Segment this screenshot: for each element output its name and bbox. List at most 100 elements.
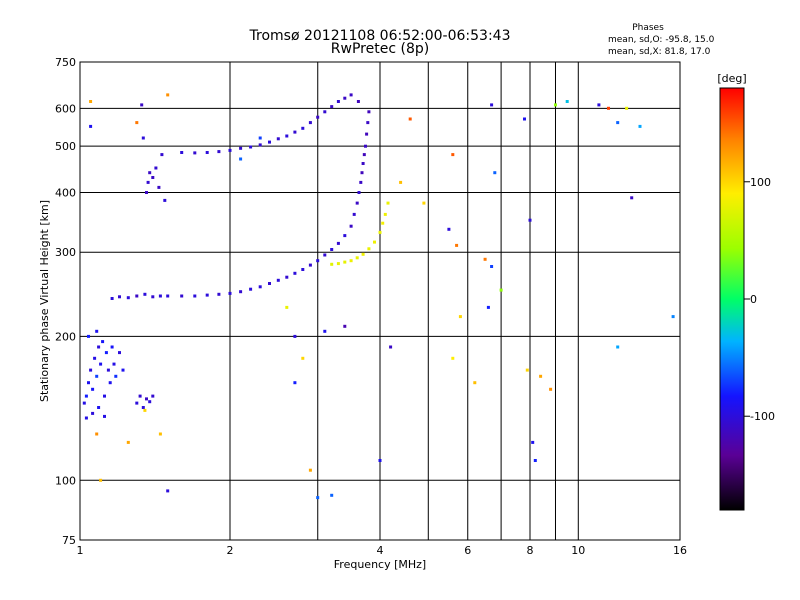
data-point	[360, 171, 364, 175]
data-point	[528, 218, 532, 222]
data-point	[143, 292, 147, 296]
x-tick-label: 4	[377, 544, 384, 557]
data-point	[378, 230, 382, 234]
data-point	[364, 144, 367, 148]
data-point	[180, 151, 184, 154]
y-axis-label: Stationary phase Virtual Height [km]	[38, 200, 51, 402]
data-point	[151, 176, 155, 179]
data-point	[343, 234, 347, 238]
data-point	[389, 345, 393, 349]
data-point	[158, 432, 162, 436]
data-point	[103, 414, 106, 418]
data-point	[166, 93, 170, 97]
data-point	[84, 416, 88, 420]
data-point	[110, 345, 114, 349]
data-point	[301, 356, 305, 360]
data-point	[276, 278, 280, 282]
data-point	[336, 100, 340, 103]
data-point	[373, 240, 376, 244]
data-point	[205, 151, 209, 154]
data-point	[349, 93, 353, 97]
data-point	[285, 134, 289, 138]
x-tick-label: 6	[464, 544, 471, 557]
data-point	[160, 153, 164, 157]
data-point	[367, 247, 371, 251]
data-point	[108, 381, 112, 385]
x-tick-label: 1	[77, 544, 84, 557]
data-point	[630, 196, 634, 200]
data-point	[607, 106, 610, 110]
data-point	[84, 394, 88, 398]
data-point	[625, 106, 629, 110]
y-tick-label: 500	[55, 140, 76, 153]
data-point	[381, 221, 385, 225]
data-point	[362, 153, 366, 157]
data-point	[616, 121, 620, 125]
data-point	[163, 198, 167, 202]
data-point	[145, 397, 148, 401]
data-point	[151, 394, 155, 398]
grid-lines	[79, 61, 681, 541]
data-point	[366, 121, 370, 125]
data-point	[135, 401, 139, 405]
data-point	[349, 224, 353, 228]
data-point	[323, 253, 327, 257]
y-tick-label: 75	[62, 534, 76, 547]
data-point	[141, 406, 145, 409]
data-point	[531, 440, 535, 444]
data-point	[455, 243, 459, 247]
colorbar	[719, 87, 745, 511]
data-point	[525, 368, 529, 372]
data-point	[99, 362, 103, 366]
data-point	[101, 340, 105, 344]
y-tick-label: 100	[55, 474, 76, 487]
data-point	[451, 153, 455, 157]
data-point	[138, 394, 142, 398]
data-point	[549, 387, 553, 391]
data-point	[258, 143, 262, 147]
chart-subtitle: RwPretec (8p)	[331, 41, 429, 57]
data-point	[361, 252, 365, 256]
data-point	[361, 162, 365, 165]
data-point	[308, 121, 312, 125]
data-point	[671, 315, 675, 319]
data-point	[352, 212, 356, 216]
plot-frame	[79, 61, 681, 541]
data-point	[193, 294, 197, 298]
data-points	[82, 93, 675, 500]
data-point	[154, 166, 158, 170]
data-point	[539, 374, 543, 378]
data-point	[140, 103, 144, 107]
data-point	[336, 262, 340, 266]
data-point	[180, 294, 184, 298]
data-point	[151, 295, 155, 299]
data-point	[458, 315, 462, 319]
data-point	[349, 259, 353, 263]
data-point	[166, 294, 170, 298]
x-tick-label: 2	[227, 544, 234, 557]
data-point	[157, 185, 161, 189]
data-point	[293, 271, 297, 275]
data-point	[523, 117, 526, 121]
data-point	[239, 146, 243, 150]
data-point	[308, 468, 312, 472]
data-point	[118, 351, 121, 355]
data-point	[141, 136, 145, 140]
data-point	[148, 400, 152, 404]
data-point	[336, 241, 340, 245]
data-point	[451, 356, 455, 360]
data-point	[249, 287, 253, 291]
data-point	[483, 257, 487, 261]
data-point	[99, 478, 103, 482]
data-point	[89, 368, 93, 372]
data-point	[356, 100, 360, 103]
data-point	[330, 493, 334, 497]
data-point	[87, 334, 90, 338]
data-point	[143, 408, 147, 412]
axis-ticks: 1 2 4 6 8 10 16 75 100 200 300 400 500 600 750	[55, 56, 687, 557]
data-point	[473, 381, 477, 385]
data-point	[89, 124, 93, 128]
data-point	[95, 329, 99, 333]
data-point	[268, 140, 271, 144]
